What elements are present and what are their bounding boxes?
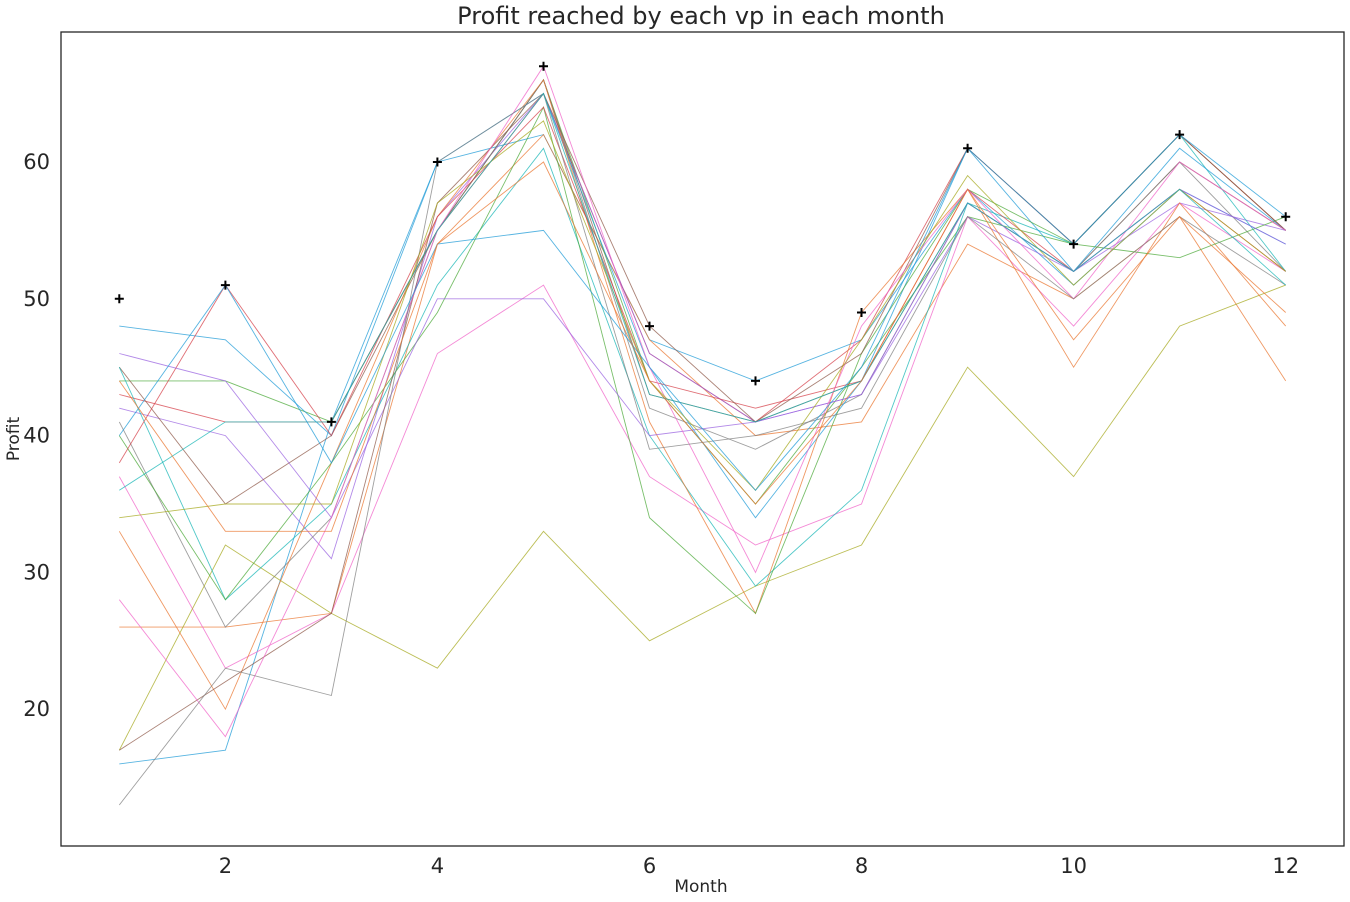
x-tick-label: 10 <box>1060 854 1087 878</box>
series-line-18 <box>118 92 1286 806</box>
max-marker-month-1 <box>114 294 124 304</box>
series-line-4 <box>119 92 1287 423</box>
max-marker-month-2 <box>220 280 230 290</box>
max-marker-month-10 <box>1069 239 1079 249</box>
x-tick-label: 6 <box>643 854 656 878</box>
x-axis-label: Month <box>674 877 727 897</box>
max-marker-month-12 <box>1281 212 1291 222</box>
series-line-5 <box>119 92 1286 560</box>
max-marker-month-7 <box>751 376 760 386</box>
y-tick-label: 20 <box>23 697 50 721</box>
y-tick-label: 50 <box>23 287 50 311</box>
series-line-2 <box>119 133 1287 628</box>
series-line-10 <box>118 133 1287 601</box>
max-marker-month-6 <box>645 321 654 331</box>
series-line-20 <box>119 92 1287 491</box>
chart-title: Profit reached by each vp in each month <box>457 2 945 30</box>
series-layer <box>118 65 1287 806</box>
y-axis-ticks: 20 30 40 50 60 <box>23 150 50 721</box>
series-line-14 <box>118 106 1286 464</box>
y-tick-label: 60 <box>23 150 50 174</box>
max-marker-month-8 <box>857 308 866 317</box>
max-marker-month-9 <box>963 143 973 153</box>
max-marker-month-11 <box>1175 130 1185 140</box>
y-tick-label: 30 <box>23 560 50 584</box>
plot-frame <box>60 31 1345 847</box>
series-line-17 <box>118 65 1286 738</box>
x-axis-ticks: 2 4 6 8 10 12 <box>219 854 1299 878</box>
max-marker-month-3 <box>326 417 336 427</box>
max-marker-month-4 <box>432 157 442 167</box>
max-marker-layer <box>114 61 1291 427</box>
series-line-1 <box>119 134 1286 765</box>
series-line-22 <box>118 161 1287 532</box>
max-marker-month-5 <box>539 61 548 71</box>
series-line-9 <box>118 284 1286 751</box>
series-line-19 <box>119 120 1286 519</box>
x-tick-label: 2 <box>219 854 232 878</box>
series-line-3 <box>119 78 1287 505</box>
x-tick-label: 12 <box>1272 854 1299 878</box>
y-axis-label: Profit <box>4 416 24 461</box>
y-tick-label: 40 <box>23 424 50 448</box>
series-line-13 <box>118 105 1286 615</box>
series-line-11 <box>119 92 1286 519</box>
series-line-21 <box>118 133 1286 491</box>
x-tick-label: 4 <box>431 854 444 878</box>
series-line-15 <box>119 188 1286 519</box>
x-tick-label: 8 <box>855 854 868 878</box>
series-line-8 <box>118 78 1287 628</box>
series-line-6 <box>118 78 1286 505</box>
